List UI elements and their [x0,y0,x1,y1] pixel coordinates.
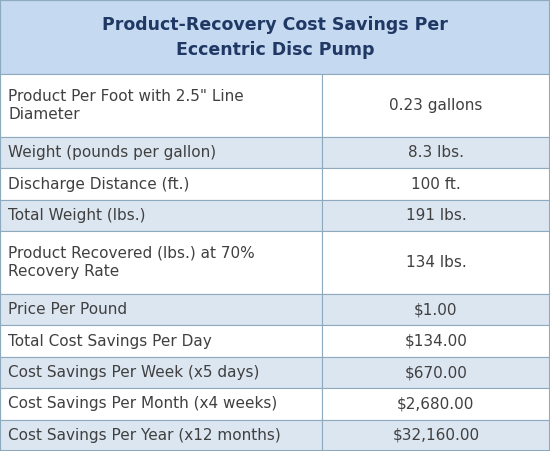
Bar [0,326,322,357]
Bar [322,74,550,137]
Text: Cost Savings Per Month (x4 weeks): Cost Savings Per Month (x4 weeks) [8,396,278,411]
Text: Price Per Pound: Price Per Pound [8,302,128,317]
Text: 8.3 lbs.: 8.3 lbs. [408,145,464,160]
Bar [0,200,322,231]
Bar [0,168,322,200]
Bar [322,357,550,388]
Text: Product Recovered (lbs.) at 70%
Recovery Rate: Product Recovered (lbs.) at 70% Recovery… [8,246,255,280]
Text: 0.23 gallons: 0.23 gallons [389,98,482,113]
Text: Product-Recovery Cost Savings Per
Eccentric Disc Pump: Product-Recovery Cost Savings Per Eccent… [102,16,448,59]
Text: $670.00: $670.00 [404,365,468,380]
Bar [0,231,322,294]
Text: Cost Savings Per Year (x12 months): Cost Savings Per Year (x12 months) [8,428,281,443]
Bar [322,294,550,326]
Bar [322,200,550,231]
Bar [0,74,322,137]
Text: Weight (pounds per gallon): Weight (pounds per gallon) [8,145,216,160]
Text: Product Per Foot with 2.5" Line
Diameter: Product Per Foot with 2.5" Line Diameter [8,89,244,122]
Bar [322,419,550,451]
Text: 134 lbs.: 134 lbs. [405,255,466,270]
Bar [322,231,550,294]
Text: $2,680.00: $2,680.00 [397,396,475,411]
Text: $1.00: $1.00 [414,302,458,317]
Text: Total Cost Savings Per Day: Total Cost Savings Per Day [8,334,212,349]
Bar [322,137,550,168]
Text: Total Weight (lbs.): Total Weight (lbs.) [8,208,146,223]
Text: $32,160.00: $32,160.00 [392,428,480,443]
Bar [0,419,322,451]
Bar [322,326,550,357]
Bar [0,137,322,168]
Bar [322,388,550,419]
Bar [0,388,322,419]
Text: Discharge Distance (ft.): Discharge Distance (ft.) [8,177,190,192]
Text: $134.00: $134.00 [404,334,468,349]
Text: 100 ft.: 100 ft. [411,177,461,192]
Bar [322,168,550,200]
Bar [0,357,322,388]
Text: Cost Savings Per Week (x5 days): Cost Savings Per Week (x5 days) [8,365,260,380]
Text: 191 lbs.: 191 lbs. [405,208,466,223]
Bar [0,294,322,326]
Bar [0,0,550,74]
